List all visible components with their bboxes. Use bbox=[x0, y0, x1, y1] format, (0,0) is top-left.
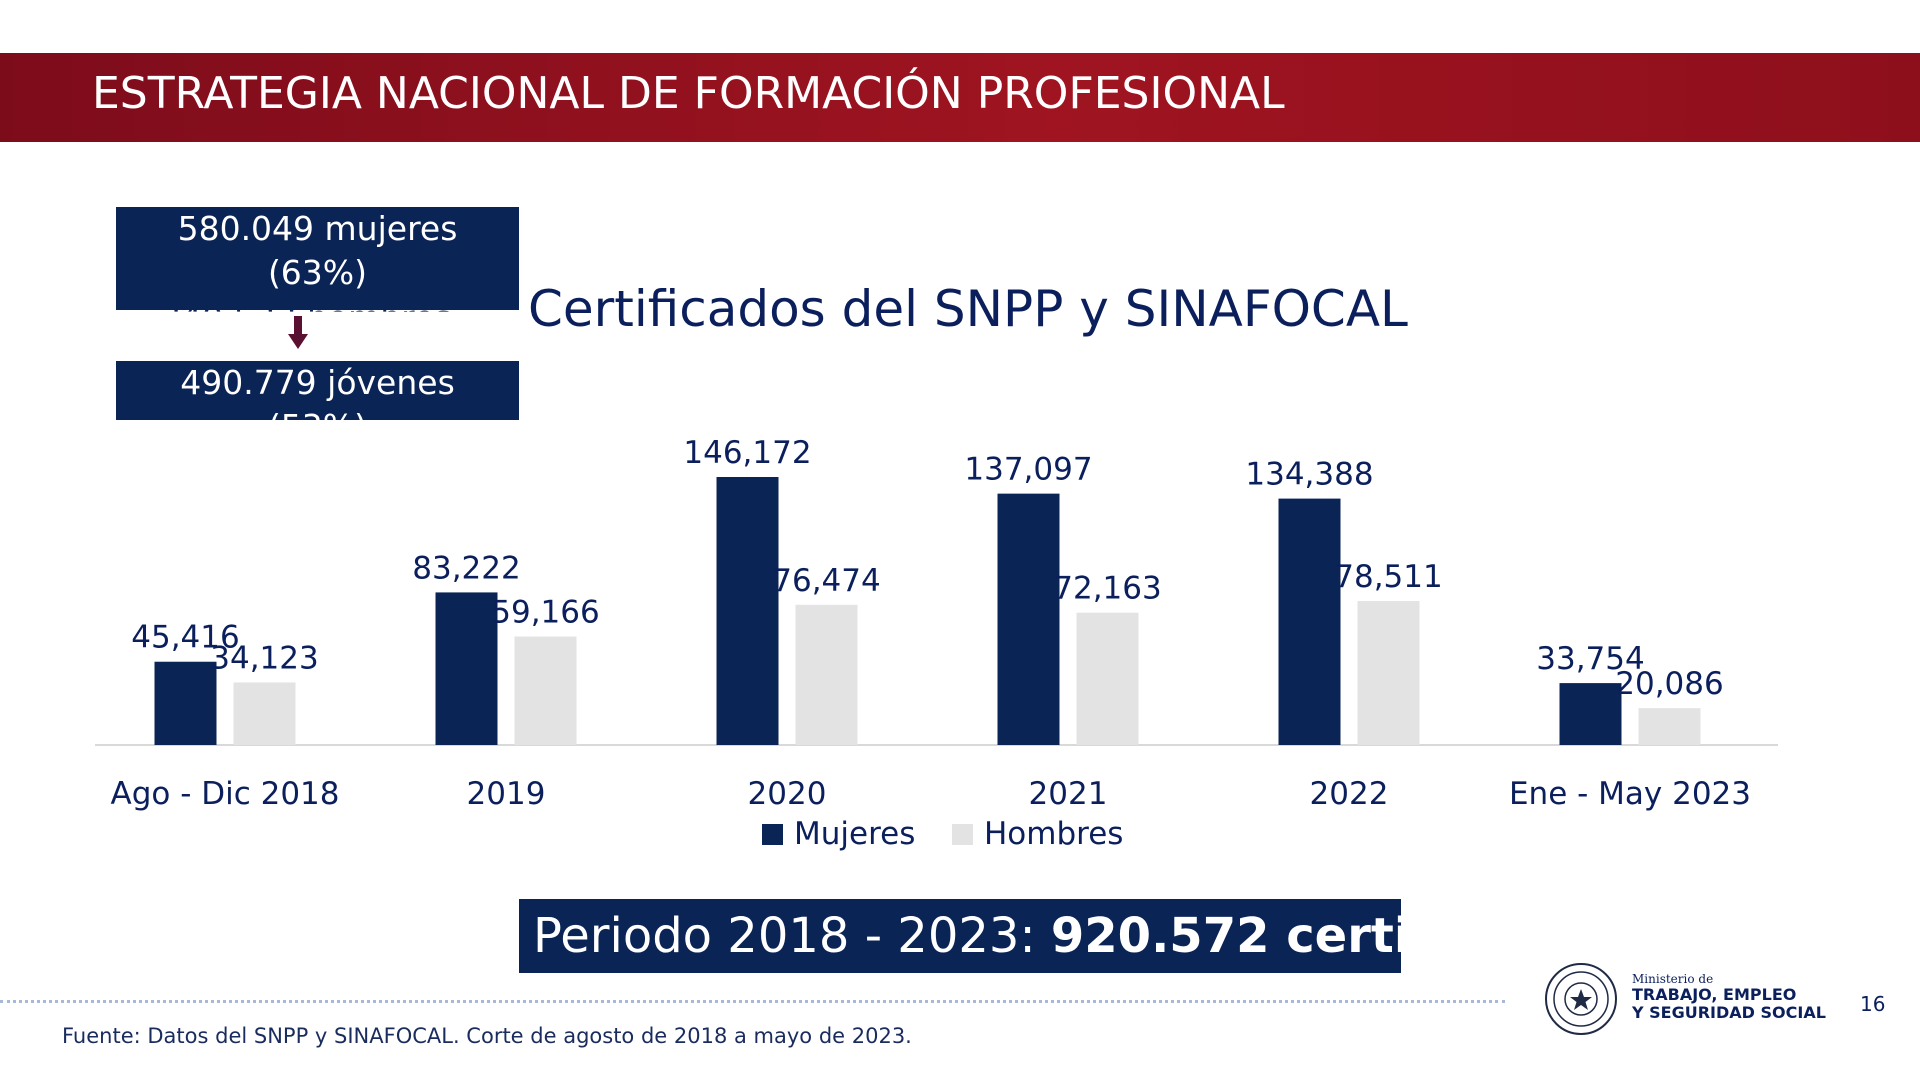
page-number: 16 bbox=[1860, 992, 1886, 1016]
ministry-logo: Ministerio de TRABAJO, EMPLEO Y SEGURIDA… bbox=[1632, 972, 1826, 1022]
page-title: ESTRATEGIA NACIONAL DE FORMACIÓN PROFESI… bbox=[92, 68, 1285, 119]
legend-label-hombres: Hombres bbox=[984, 816, 1123, 852]
x-tick-label-1: 2019 bbox=[467, 776, 546, 812]
x-tick-label-3: 2021 bbox=[1029, 776, 1108, 812]
data-label-hombres-5: 20,086 bbox=[1615, 666, 1723, 702]
x-tick-label-4: 2022 bbox=[1310, 776, 1389, 812]
bar-hombres-1 bbox=[514, 636, 577, 745]
source-text: Datos del SNPP y SINAFOCAL. Corte de ago… bbox=[140, 1024, 912, 1048]
legend-label-mujeres: Mujeres bbox=[794, 816, 915, 852]
youth-stat-box: 490.779 jóvenes (53%) bbox=[116, 361, 519, 420]
bar-hombres-3 bbox=[1076, 612, 1139, 745]
bar-mujeres-0 bbox=[154, 661, 217, 745]
bar-hombres-2 bbox=[795, 604, 858, 745]
youth-stat-count: 490.779 jóvenes bbox=[180, 363, 455, 402]
source-note: Fuente: Datos del SNPP y SINAFOCAL. Cort… bbox=[62, 1024, 912, 1048]
footer-divider bbox=[0, 1000, 1505, 1003]
legend-swatch-mujeres bbox=[762, 824, 783, 845]
data-label-mujeres-5: 33,754 bbox=[1536, 641, 1644, 677]
data-label-mujeres-2: 146,172 bbox=[683, 435, 811, 471]
data-label-hombres-0: 34,123 bbox=[210, 640, 318, 676]
x-tick-label-2: 2020 bbox=[748, 776, 827, 812]
arrow-down-icon bbox=[288, 316, 308, 349]
data-label-mujeres-0: 45,416 bbox=[131, 620, 239, 656]
data-label-hombres-4: 78,511 bbox=[1334, 559, 1442, 595]
ministry-name-line1: TRABAJO, EMPLEO bbox=[1632, 985, 1797, 1004]
summary-value: 920.572 certificados bbox=[1050, 908, 1401, 964]
bar-hombres-5 bbox=[1638, 708, 1701, 745]
header-band bbox=[0, 53, 1920, 142]
women-stat-count: 580.049 mujeres bbox=[177, 209, 458, 248]
ministry-name-line2: Y SEGURIDAD SOCIAL bbox=[1632, 1003, 1826, 1022]
national-seal-icon bbox=[1545, 963, 1617, 1035]
x-tick-label-5: Ene - May 2023 bbox=[1509, 776, 1751, 812]
bar-mujeres-4 bbox=[1278, 498, 1341, 745]
summary-prefix: Periodo 2018 - 2023: bbox=[533, 908, 1051, 964]
women-stat-percent: (63%) bbox=[267, 253, 368, 292]
bar-mujeres-2 bbox=[716, 477, 779, 745]
data-label-hombres-2: 76,474 bbox=[772, 563, 880, 599]
ministry-prefix: Ministerio de bbox=[1632, 972, 1714, 986]
bar-mujeres-3 bbox=[997, 493, 1060, 745]
bar-mujeres-5 bbox=[1559, 683, 1622, 745]
source-label: Fuente: bbox=[62, 1024, 141, 1048]
summary-box: Periodo 2018 - 2023: 920.572 certificado… bbox=[519, 899, 1401, 973]
data-label-mujeres-3: 137,097 bbox=[964, 452, 1092, 488]
youth-stat-percent: (53%) bbox=[116, 405, 519, 420]
data-label-hombres-1: 59,166 bbox=[491, 595, 599, 631]
bar-mujeres-1 bbox=[435, 592, 498, 745]
chart-title: Certificados del SNPP y SINAFOCAL bbox=[528, 280, 1408, 338]
data-label-mujeres-4: 134,388 bbox=[1245, 457, 1373, 493]
women-stat-box: 580.049 mujeres (63%) bbox=[116, 207, 519, 310]
x-tick-label-0: Ago - Dic 2018 bbox=[110, 776, 339, 812]
bar-hombres-4 bbox=[1357, 601, 1420, 745]
data-label-mujeres-1: 83,222 bbox=[412, 550, 520, 586]
data-label-hombres-3: 72,163 bbox=[1053, 571, 1161, 607]
bar-hombres-0 bbox=[233, 682, 296, 745]
legend-swatch-hombres bbox=[952, 824, 973, 845]
